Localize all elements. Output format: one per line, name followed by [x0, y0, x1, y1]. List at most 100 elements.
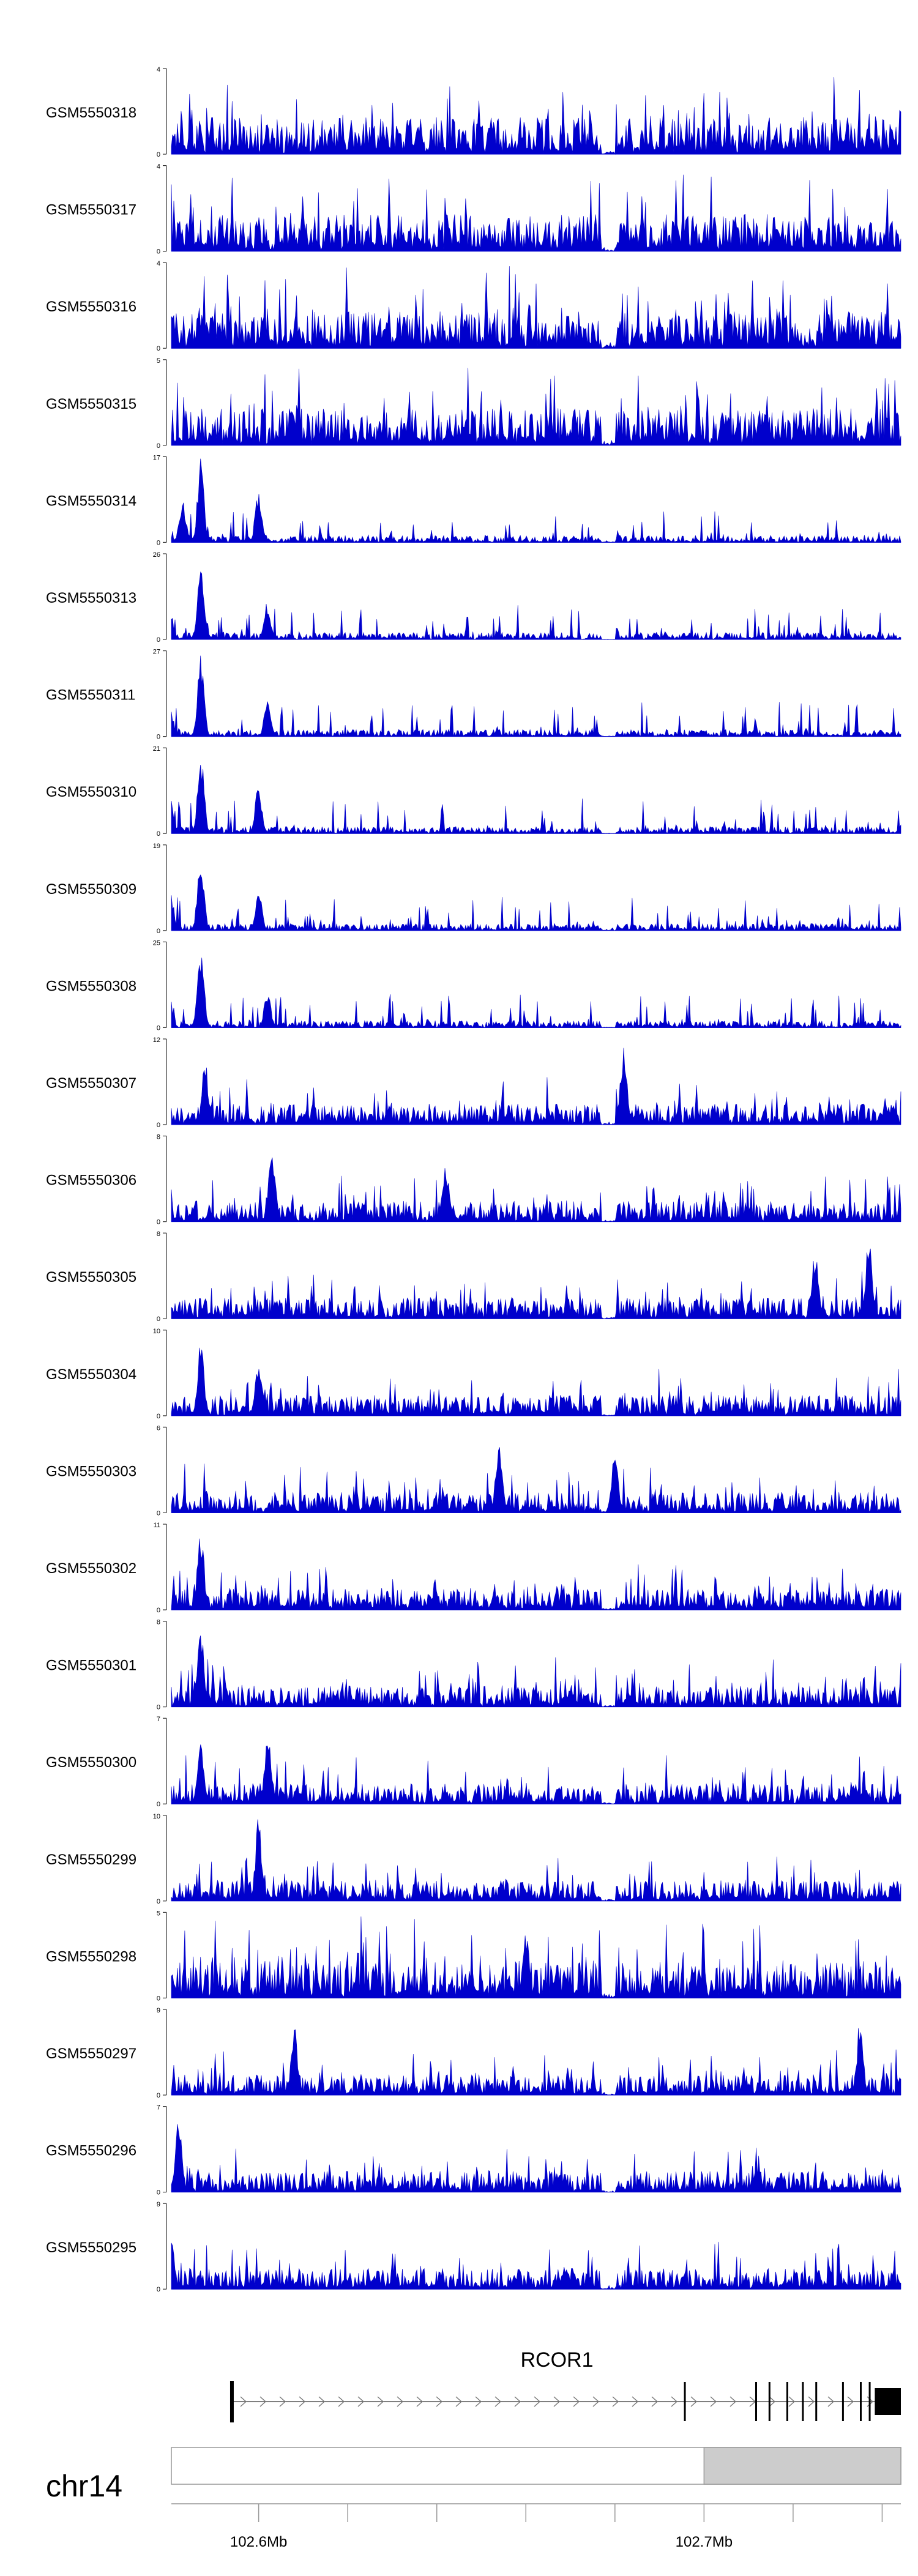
- track-label: GSM5550302: [46, 1560, 136, 1577]
- track-GSM5550296: GSM5550296 7 0: [46, 2104, 901, 2197]
- strand-chevron: [612, 2396, 619, 2407]
- chromosome-label: chr14: [46, 2469, 122, 2503]
- y-tick-label-min: 0: [157, 2092, 160, 2099]
- track-GSM5550315: GSM5550315 5 0: [46, 357, 901, 450]
- y-tick-label-max: 10: [153, 1328, 160, 1335]
- exon: [786, 2382, 788, 2421]
- y-tick-label-max: 11: [154, 1522, 160, 1529]
- strand-chevron: [769, 2396, 776, 2407]
- strand-chevron: [338, 2396, 345, 2407]
- y-tick-label-max: 19: [153, 843, 160, 850]
- y-tick-label-min: 0: [157, 248, 160, 256]
- strand-chevron: [494, 2396, 502, 2407]
- y-tick-label-max: 8: [157, 1134, 160, 1141]
- signal-area: [171, 174, 901, 251]
- track-label: GSM5550314: [46, 493, 136, 509]
- y-tick-label-max: 4: [157, 66, 160, 73]
- track-label: GSM5550303: [46, 1463, 136, 1480]
- y-tick-label-max: 27: [153, 649, 160, 656]
- y-tick-label-max: 21: [153, 745, 160, 753]
- strand-chevron: [592, 2396, 600, 2407]
- strand-chevron: [690, 2396, 698, 2407]
- y-tick-label-min: 0: [157, 2286, 160, 2293]
- signal-area: [171, 958, 901, 1028]
- strand-chevron: [397, 2396, 404, 2407]
- y-tick-label-max: 5: [157, 1910, 160, 1917]
- track-label: GSM5550304: [46, 1366, 136, 1383]
- track-GSM5550303: GSM5550303 6 0: [46, 1424, 901, 1517]
- track-GSM5550306: GSM5550306 8 0: [46, 1134, 901, 1226]
- y-tick-label-min: 0: [157, 734, 160, 741]
- strand-chevron: [710, 2396, 717, 2407]
- track-GSM5550300: GSM5550300 7 0: [46, 1716, 901, 1808]
- y-tick-label-max: 7: [157, 2104, 160, 2112]
- track-label: GSM5550306: [46, 1172, 136, 1189]
- exon: [842, 2382, 844, 2421]
- strand-chevron: [357, 2396, 365, 2407]
- signal-area: [171, 2124, 901, 2192]
- strand-chevron: [455, 2396, 463, 2407]
- y-tick-label-max: 5: [157, 357, 160, 365]
- y-tick-label-max: 8: [157, 1619, 160, 1626]
- y-tick-label-max: 7: [157, 1716, 160, 1723]
- y-tick-label-min: 0: [157, 1801, 160, 1808]
- track-label: GSM5550300: [46, 1754, 136, 1771]
- signal-area: [171, 266, 901, 349]
- strand-chevron: [651, 2396, 659, 2407]
- strand-chevron: [632, 2396, 639, 2407]
- signal-area: [171, 764, 901, 834]
- track-GSM5550314: GSM5550314 17 0: [46, 454, 901, 546]
- track-label: GSM5550315: [46, 396, 136, 412]
- strand-chevron: [671, 2396, 678, 2407]
- track-label: GSM5550296: [46, 2143, 136, 2159]
- track-GSM5550295: GSM5550295 9 0: [46, 2201, 901, 2293]
- y-tick-label-min: 0: [157, 928, 160, 935]
- y-tick-label-min: 0: [157, 1704, 160, 1711]
- track-GSM5550318: GSM5550318 4 0: [46, 66, 901, 158]
- track-GSM5550298: GSM5550298 5 0: [46, 1910, 901, 2002]
- y-tick-label-max: 4: [157, 163, 160, 171]
- strand-chevron: [475, 2396, 482, 2407]
- exon: [868, 2382, 871, 2421]
- track-GSM5550301: GSM5550301 8 0: [46, 1619, 901, 1711]
- exon: [860, 2382, 862, 2421]
- track-GSM5550311: GSM5550311 27 0: [46, 649, 901, 741]
- track-label: GSM5550309: [46, 881, 136, 898]
- signal-area: [171, 368, 901, 446]
- genomic-axis: 102.6Mb 102.7Mb: [171, 2503, 901, 2550]
- strand-chevron: [788, 2396, 796, 2407]
- strand-chevron: [749, 2396, 756, 2407]
- track-label: GSM5550299: [46, 1852, 136, 1868]
- exon-last: [875, 2388, 901, 2415]
- strand-chevron: [416, 2396, 424, 2407]
- y-tick-label-min: 0: [157, 1316, 160, 1323]
- strand-chevron: [514, 2396, 521, 2407]
- track-GSM5550317: GSM5550317 4 0: [46, 163, 901, 256]
- strand-chevron: [573, 2396, 580, 2407]
- signal-area: [171, 1819, 901, 1902]
- track-GSM5550310: GSM5550310 21 0: [46, 745, 901, 838]
- y-tick-label-max: 9: [157, 2007, 160, 2014]
- strand-chevron: [279, 2396, 286, 2407]
- signal-area: [171, 1744, 901, 1804]
- strand-chevron: [808, 2396, 815, 2407]
- strand-chevron: [299, 2396, 306, 2407]
- track-GSM5550305: GSM5550305 8 0: [46, 1230, 901, 1323]
- y-tick-label-min: 0: [157, 1995, 160, 2002]
- strand-chevron: [436, 2396, 443, 2407]
- track-label: GSM5550308: [46, 978, 136, 994]
- strand-chevron: [827, 2396, 835, 2407]
- track-label: GSM5550318: [46, 105, 136, 121]
- x-tick-label: 102.7Mb: [676, 2534, 733, 2550]
- signal-area: [171, 1447, 901, 1513]
- y-tick-label-min: 0: [157, 539, 160, 546]
- y-tick-label-max: 25: [153, 939, 160, 947]
- track-GSM5550299: GSM5550299 10 0: [46, 1813, 901, 1905]
- track-label: GSM5550305: [46, 1269, 136, 1286]
- track-GSM5550297: GSM5550297 9 0: [46, 2007, 901, 2099]
- signal-area: [171, 1636, 901, 1708]
- signal-area: [171, 655, 901, 737]
- y-tick-label-min: 0: [157, 830, 160, 838]
- strand-chevron: [847, 2396, 854, 2407]
